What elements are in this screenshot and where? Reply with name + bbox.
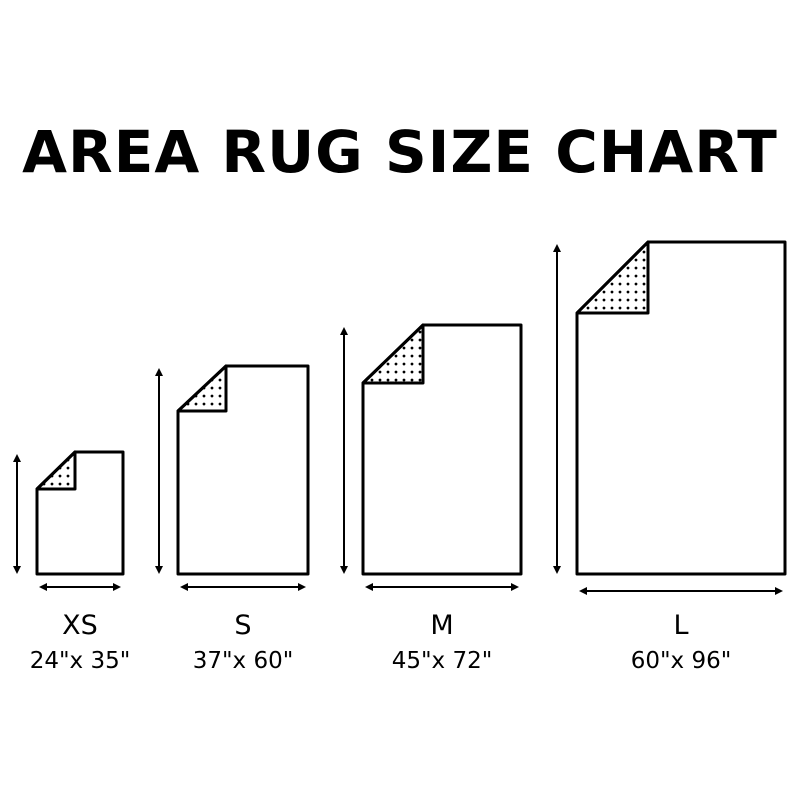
size-label: L [673, 610, 689, 641]
chart-title: AREA RUG SIZE CHART [22, 118, 778, 186]
dimensions-label: 60"x 96" [630, 648, 732, 674]
size-label: S [234, 610, 252, 641]
rug-folded-corner [35, 450, 77, 491]
dimensions-label: 45"x 72" [391, 648, 493, 674]
rug-folded-corner [575, 240, 650, 315]
size-label: XS [62, 610, 98, 641]
dimensions-label: 37"x 60" [192, 648, 294, 674]
size-label: M [430, 610, 454, 641]
dimensions-label: 24"x 35" [29, 648, 131, 674]
rug-folded-corner [361, 323, 425, 385]
rug-outline [35, 450, 125, 576]
rug-folded-corner [176, 364, 228, 413]
